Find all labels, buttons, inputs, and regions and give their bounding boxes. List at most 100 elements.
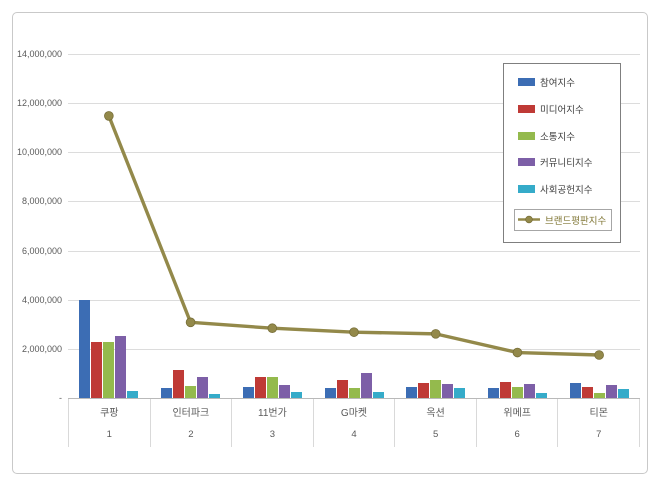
- y-tick-label: 14,000,000: [16, 49, 62, 59]
- bar[interactable]: [127, 390, 139, 398]
- legend-item[interactable]: 소통지수: [518, 129, 620, 143]
- bar[interactable]: [442, 384, 454, 398]
- bar[interactable]: [91, 341, 103, 398]
- line-marker[interactable]: [349, 327, 359, 337]
- legend-label: 브랜드평판지수: [545, 215, 607, 227]
- bar[interactable]: [336, 380, 348, 398]
- category-column: 위메프 6: [475, 399, 558, 447]
- category-rank: 1: [106, 429, 112, 440]
- category-rank: 5: [432, 429, 439, 440]
- gridline: [68, 201, 640, 203]
- bar[interactable]: [430, 379, 442, 398]
- bar[interactable]: [209, 393, 221, 398]
- legend-swatch: [518, 131, 535, 140]
- line-marker[interactable]: [594, 350, 604, 360]
- bar[interactable]: [511, 386, 523, 398]
- line-series-layer: [104, 111, 604, 360]
- category-rank: 7: [596, 429, 602, 440]
- legend-swatch: [518, 104, 535, 113]
- category-label: 옥션: [426, 408, 445, 419]
- legend-swatch: [518, 78, 535, 87]
- category-label: 인터파크: [172, 408, 210, 419]
- legend-label: 소통지수: [540, 131, 575, 143]
- category-column: 티몬 7: [557, 399, 641, 447]
- bar[interactable]: [290, 392, 302, 398]
- bar[interactable]: [161, 388, 173, 398]
- legend-label: 미디어지수: [540, 104, 584, 116]
- bar[interactable]: [103, 341, 115, 398]
- y-tick-label: 8,000,000: [21, 196, 62, 207]
- bar[interactable]: [523, 384, 535, 398]
- legend-item[interactable]: 커뮤니티지수: [518, 155, 620, 169]
- bar[interactable]: [266, 376, 278, 398]
- bar[interactable]: [569, 383, 581, 398]
- bar[interactable]: [324, 387, 336, 398]
- line-marker[interactable]: [267, 323, 278, 334]
- bar[interactable]: [348, 388, 360, 398]
- line-marker[interactable]: [430, 329, 441, 339]
- y-tick-label: -: [59, 393, 62, 403]
- category-label: 티몬: [589, 408, 608, 419]
- y-tick-label: 12,000,000: [16, 98, 62, 109]
- gridline: [68, 299, 640, 301]
- category-label: G마켓: [340, 408, 368, 419]
- bar[interactable]: [173, 369, 185, 398]
- gridline: [68, 348, 640, 350]
- bar[interactable]: [487, 388, 499, 398]
- legend-swatch: [518, 158, 535, 167]
- legend-swatch: [518, 184, 535, 193]
- y-tick-label: 6,000,000: [21, 245, 62, 256]
- y-axis-labels: 14,000,000 12,000,000 10,000,000 8,000,000 6…: [0, 49, 62, 403]
- line-marker[interactable]: [104, 111, 114, 121]
- gridline: [68, 250, 640, 252]
- category-label: 위메프: [503, 408, 531, 419]
- category-label: 쿠팡: [100, 408, 119, 419]
- bar[interactable]: [185, 385, 197, 398]
- bar[interactable]: [360, 373, 372, 398]
- category-column: 11번가 3: [231, 399, 313, 447]
- line-marker[interactable]: [512, 347, 523, 358]
- category-column: G마켓 4: [312, 399, 395, 447]
- legend-label: 커뮤니티지수: [540, 158, 593, 170]
- category-rank: 2: [188, 429, 194, 440]
- category-rank: 4: [351, 429, 357, 440]
- legend-item[interactable]: 참여지수: [518, 75, 620, 89]
- bar[interactable]: [197, 377, 209, 398]
- bar[interactable]: [535, 393, 547, 398]
- bar[interactable]: [617, 389, 629, 398]
- gridline: [68, 152, 640, 154]
- y-tick-label: 2,000,000: [21, 343, 62, 354]
- bar[interactable]: [454, 388, 466, 398]
- bar[interactable]: [593, 393, 605, 398]
- category-rank: 3: [269, 429, 276, 440]
- legend-item[interactable]: 사회공헌지수: [518, 182, 620, 196]
- legend-line-swatch: [518, 215, 540, 224]
- bar[interactable]: [581, 386, 593, 398]
- bar[interactable]: [79, 299, 91, 398]
- bar[interactable]: [406, 386, 418, 398]
- legend-item[interactable]: 미디어지수: [518, 102, 620, 116]
- bar[interactable]: [242, 387, 254, 398]
- line-marker[interactable]: [185, 317, 196, 328]
- category-rank: 6: [514, 429, 520, 440]
- bar[interactable]: [278, 384, 290, 398]
- plot-area: [68, 54, 640, 398]
- bar[interactable]: [372, 391, 384, 398]
- x-axis-line: [68, 398, 640, 399]
- category-column: 옥션 5: [394, 399, 476, 447]
- gridline: [68, 54, 640, 55]
- y-tick-label: 10,000,000: [16, 147, 62, 158]
- category-column: 인터파크 2: [149, 399, 232, 447]
- bar[interactable]: [115, 336, 127, 398]
- bar[interactable]: [418, 382, 430, 398]
- legend-item-line[interactable]: 브랜드평판지수: [514, 208, 613, 231]
- gridline: [68, 103, 640, 105]
- bar[interactable]: [254, 377, 266, 398]
- x-axis-labels: 쿠팡 1 인터파크 2 11번가 3 G마켓 4 옥션 5 위메프 6 티몬 7: [68, 399, 641, 447]
- legend-label: 사회공헌지수: [540, 184, 593, 196]
- bars-layer: [68, 54, 640, 398]
- bar[interactable]: [499, 382, 511, 398]
- bar[interactable]: [605, 384, 617, 398]
